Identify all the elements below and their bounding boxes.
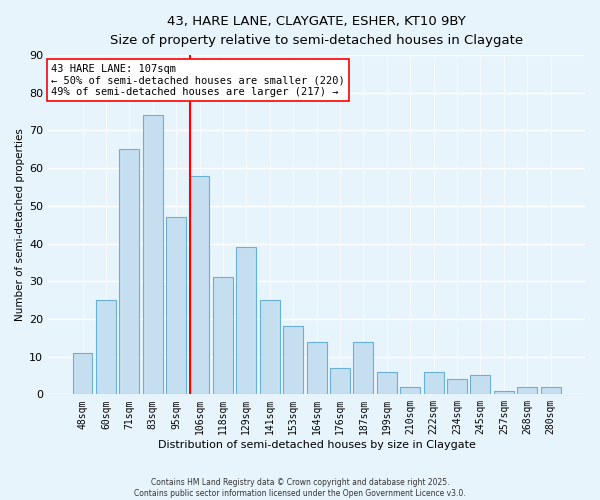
Bar xyxy=(377,372,397,394)
Bar xyxy=(400,387,420,394)
Bar xyxy=(236,248,256,394)
Bar xyxy=(119,150,139,394)
Bar xyxy=(447,380,467,394)
Text: 43 HARE LANE: 107sqm
← 50% of semi-detached houses are smaller (220)
49% of semi: 43 HARE LANE: 107sqm ← 50% of semi-detac… xyxy=(51,64,344,97)
Bar xyxy=(260,300,280,394)
Bar xyxy=(166,217,186,394)
Bar xyxy=(190,176,209,394)
Title: 43, HARE LANE, CLAYGATE, ESHER, KT10 9BY
Size of property relative to semi-detac: 43, HARE LANE, CLAYGATE, ESHER, KT10 9BY… xyxy=(110,15,523,47)
Bar xyxy=(541,387,560,394)
Bar xyxy=(470,376,490,394)
Bar xyxy=(73,353,92,395)
X-axis label: Distribution of semi-detached houses by size in Claygate: Distribution of semi-detached houses by … xyxy=(158,440,476,450)
Text: Contains HM Land Registry data © Crown copyright and database right 2025.
Contai: Contains HM Land Registry data © Crown c… xyxy=(134,478,466,498)
Bar xyxy=(424,372,443,394)
Bar xyxy=(494,390,514,394)
Bar xyxy=(213,278,233,394)
Y-axis label: Number of semi-detached properties: Number of semi-detached properties xyxy=(15,128,25,321)
Bar xyxy=(96,300,116,394)
Bar xyxy=(353,342,373,394)
Bar xyxy=(283,326,303,394)
Bar xyxy=(307,342,326,394)
Bar xyxy=(517,387,537,394)
Bar xyxy=(143,116,163,394)
Bar xyxy=(330,368,350,394)
